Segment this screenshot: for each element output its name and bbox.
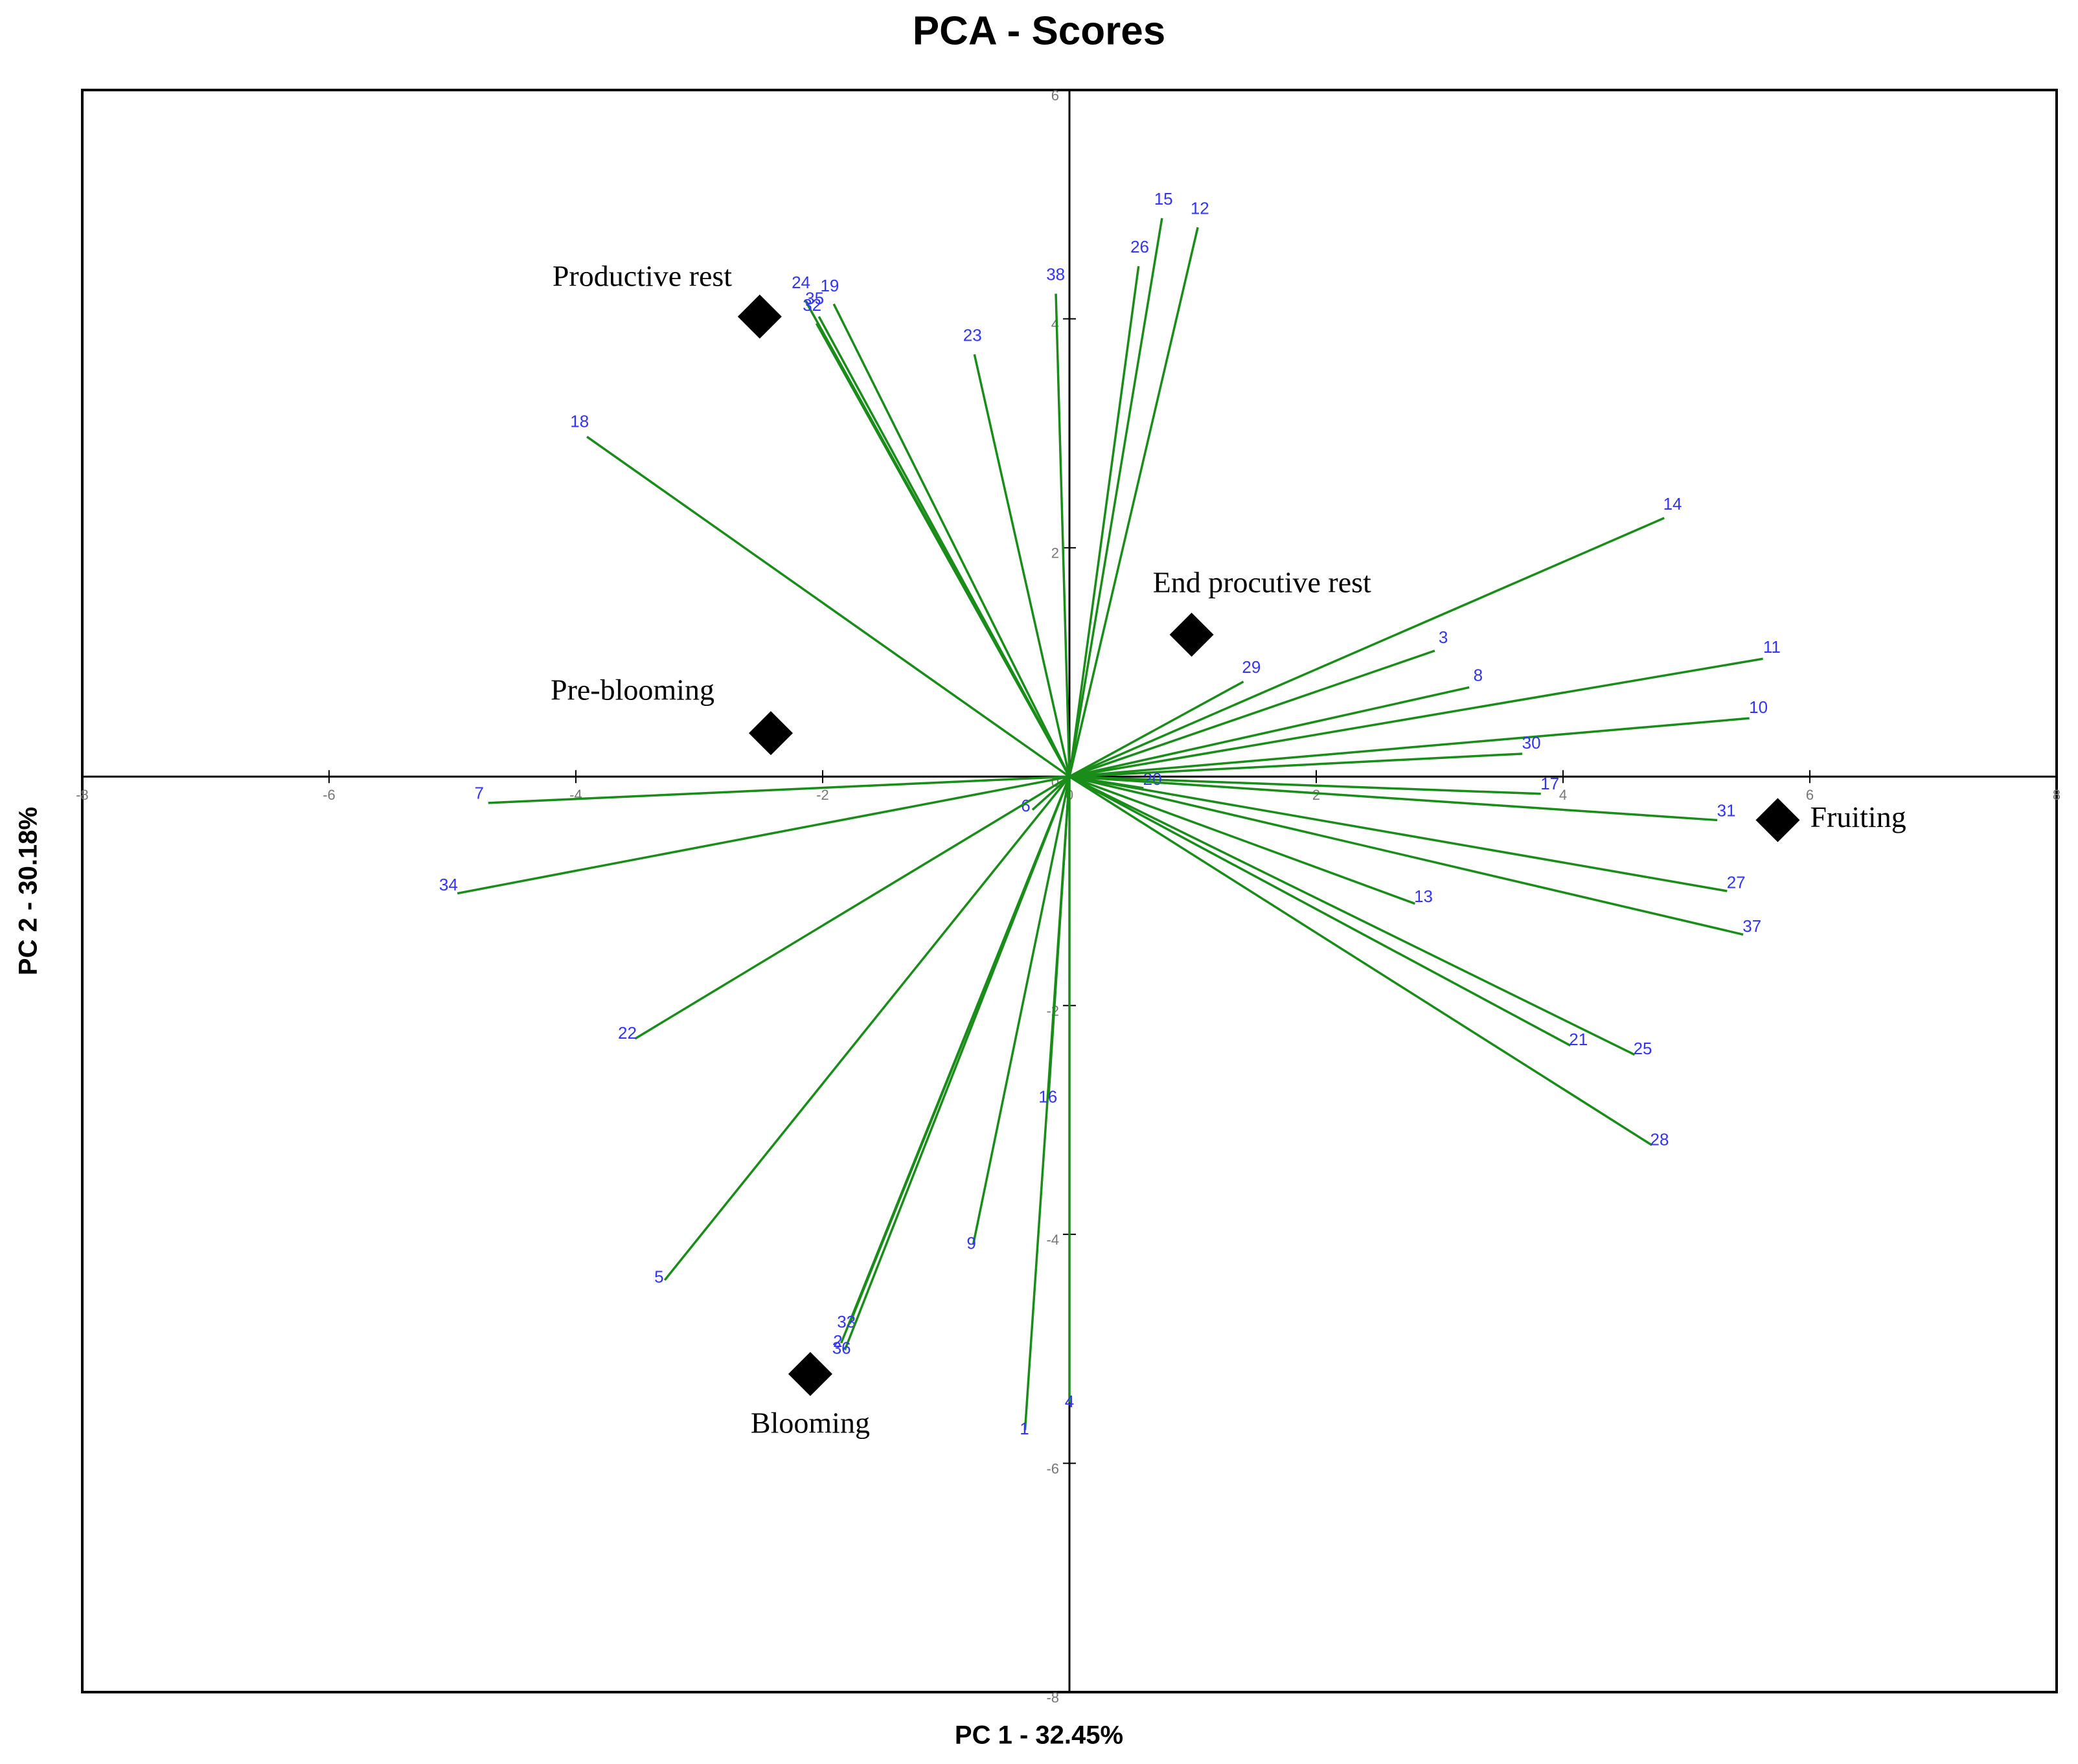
loading-label: 1: [1020, 1419, 1029, 1438]
loading-label: 37: [1742, 916, 1761, 936]
loading-line: [1055, 293, 1071, 777]
loading-line: [1069, 717, 1750, 778]
loading-label: 15: [1154, 189, 1173, 209]
x-tick-label: -2: [816, 787, 829, 803]
loading-label: 25: [1634, 1039, 1652, 1058]
loading-line: [1068, 266, 1140, 777]
loading-label: 10: [1749, 697, 1768, 717]
loading-line: [1069, 775, 1744, 936]
loading-line: [1069, 775, 1416, 905]
loading-line: [1069, 517, 1665, 778]
loading-label: 35: [805, 288, 824, 308]
loading-line: [1069, 775, 1571, 1047]
loading-label: 38: [1046, 264, 1065, 284]
x-tick-label: 4: [1559, 787, 1567, 803]
loading-line: [1068, 218, 1163, 777]
loading-line: [1069, 775, 1653, 1146]
x-tick-label: -4: [569, 787, 582, 803]
score-marker: [1755, 798, 1800, 842]
loading-label: 12: [1191, 198, 1209, 218]
loading-label: 8: [1474, 665, 1483, 684]
loading-line: [1069, 775, 1718, 822]
loading-label: 34: [439, 875, 458, 894]
loading-line: [1031, 775, 1071, 811]
score-label: Fruiting: [1810, 800, 1906, 833]
loading-line: [634, 775, 1070, 1040]
x-tick-label: 6: [1806, 787, 1814, 803]
loading-line: [843, 776, 1071, 1351]
score-label: Blooming: [751, 1406, 870, 1439]
loading-line: [972, 776, 1071, 1245]
loading-label: 28: [1650, 1130, 1669, 1149]
loading-label: 17: [1540, 774, 1559, 793]
loading-label: 13: [1414, 887, 1433, 906]
loading-line: [1069, 657, 1763, 778]
loading-line: [1069, 650, 1435, 778]
loading-label: 36: [832, 1339, 851, 1358]
loading-line: [1069, 775, 1541, 795]
loading-line: [488, 775, 1070, 804]
loading-line: [1069, 752, 1523, 778]
loading-label: 16: [1038, 1087, 1057, 1107]
score-marker: [788, 1351, 832, 1396]
loading-line: [817, 316, 1071, 778]
loading-label: 32: [803, 295, 821, 315]
x-tick-label: -8: [76, 787, 89, 803]
loading-label: 14: [1663, 494, 1682, 514]
loading-label: 7: [475, 783, 484, 802]
x-tick-label: -6: [323, 787, 336, 803]
loading-line: [1069, 775, 1636, 1056]
loading-line: [1069, 686, 1470, 778]
loading-label: 5: [654, 1267, 663, 1287]
loading-label: 21: [1569, 1030, 1588, 1049]
loading-line: [1069, 681, 1244, 778]
loading-line: [586, 436, 1071, 778]
score-label: Productive rest: [553, 259, 732, 292]
loading-label: 31: [1717, 800, 1736, 820]
loading-label: 23: [963, 325, 982, 345]
x-tick-label: 2: [1312, 787, 1320, 803]
loading-line: [1047, 776, 1071, 1098]
chart-title: PCA - Scores: [913, 8, 1166, 53]
y-tick-label: -6: [1046, 1460, 1059, 1476]
loading-label: 19: [820, 276, 839, 295]
loading-label: 24: [792, 273, 810, 292]
loading-label: 22: [618, 1023, 637, 1043]
loading-line: [663, 776, 1071, 1281]
score-marker: [1169, 613, 1214, 657]
y-tick-label: -4: [1046, 1232, 1059, 1248]
loading-label: 27: [1727, 872, 1746, 892]
loading-line: [832, 303, 1071, 778]
loading-line: [457, 775, 1070, 895]
y-tick-label: 2: [1051, 545, 1059, 561]
y-tick-label: 6: [1051, 87, 1059, 104]
loading-label: 29: [1242, 657, 1261, 677]
loading-label: 2: [833, 1331, 842, 1351]
y-tick-label: -8: [1046, 1690, 1059, 1706]
loading-label: 4: [1065, 1392, 1074, 1411]
loading-line: [1068, 227, 1199, 777]
loading-label: 3: [1439, 628, 1448, 647]
x-tick-label: 8: [2053, 787, 2061, 803]
y-axis-label: PC 2 - 30.18%: [14, 807, 43, 975]
loading-label: 18: [570, 411, 589, 431]
loading-label: 30: [1522, 733, 1541, 752]
score-marker: [737, 294, 782, 339]
loading-label: 9: [966, 1234, 976, 1253]
loading-line: [1069, 775, 1728, 892]
score-label: Pre-blooming: [551, 673, 714, 707]
loading-label: 26: [1130, 237, 1149, 256]
score-label: End procutive rest: [1153, 566, 1371, 599]
loading-label: 11: [1763, 637, 1781, 657]
x-axis-label: PC 1 - 32.45%: [955, 1721, 1123, 1750]
score-marker: [748, 711, 793, 756]
loading-line: [973, 354, 1071, 777]
